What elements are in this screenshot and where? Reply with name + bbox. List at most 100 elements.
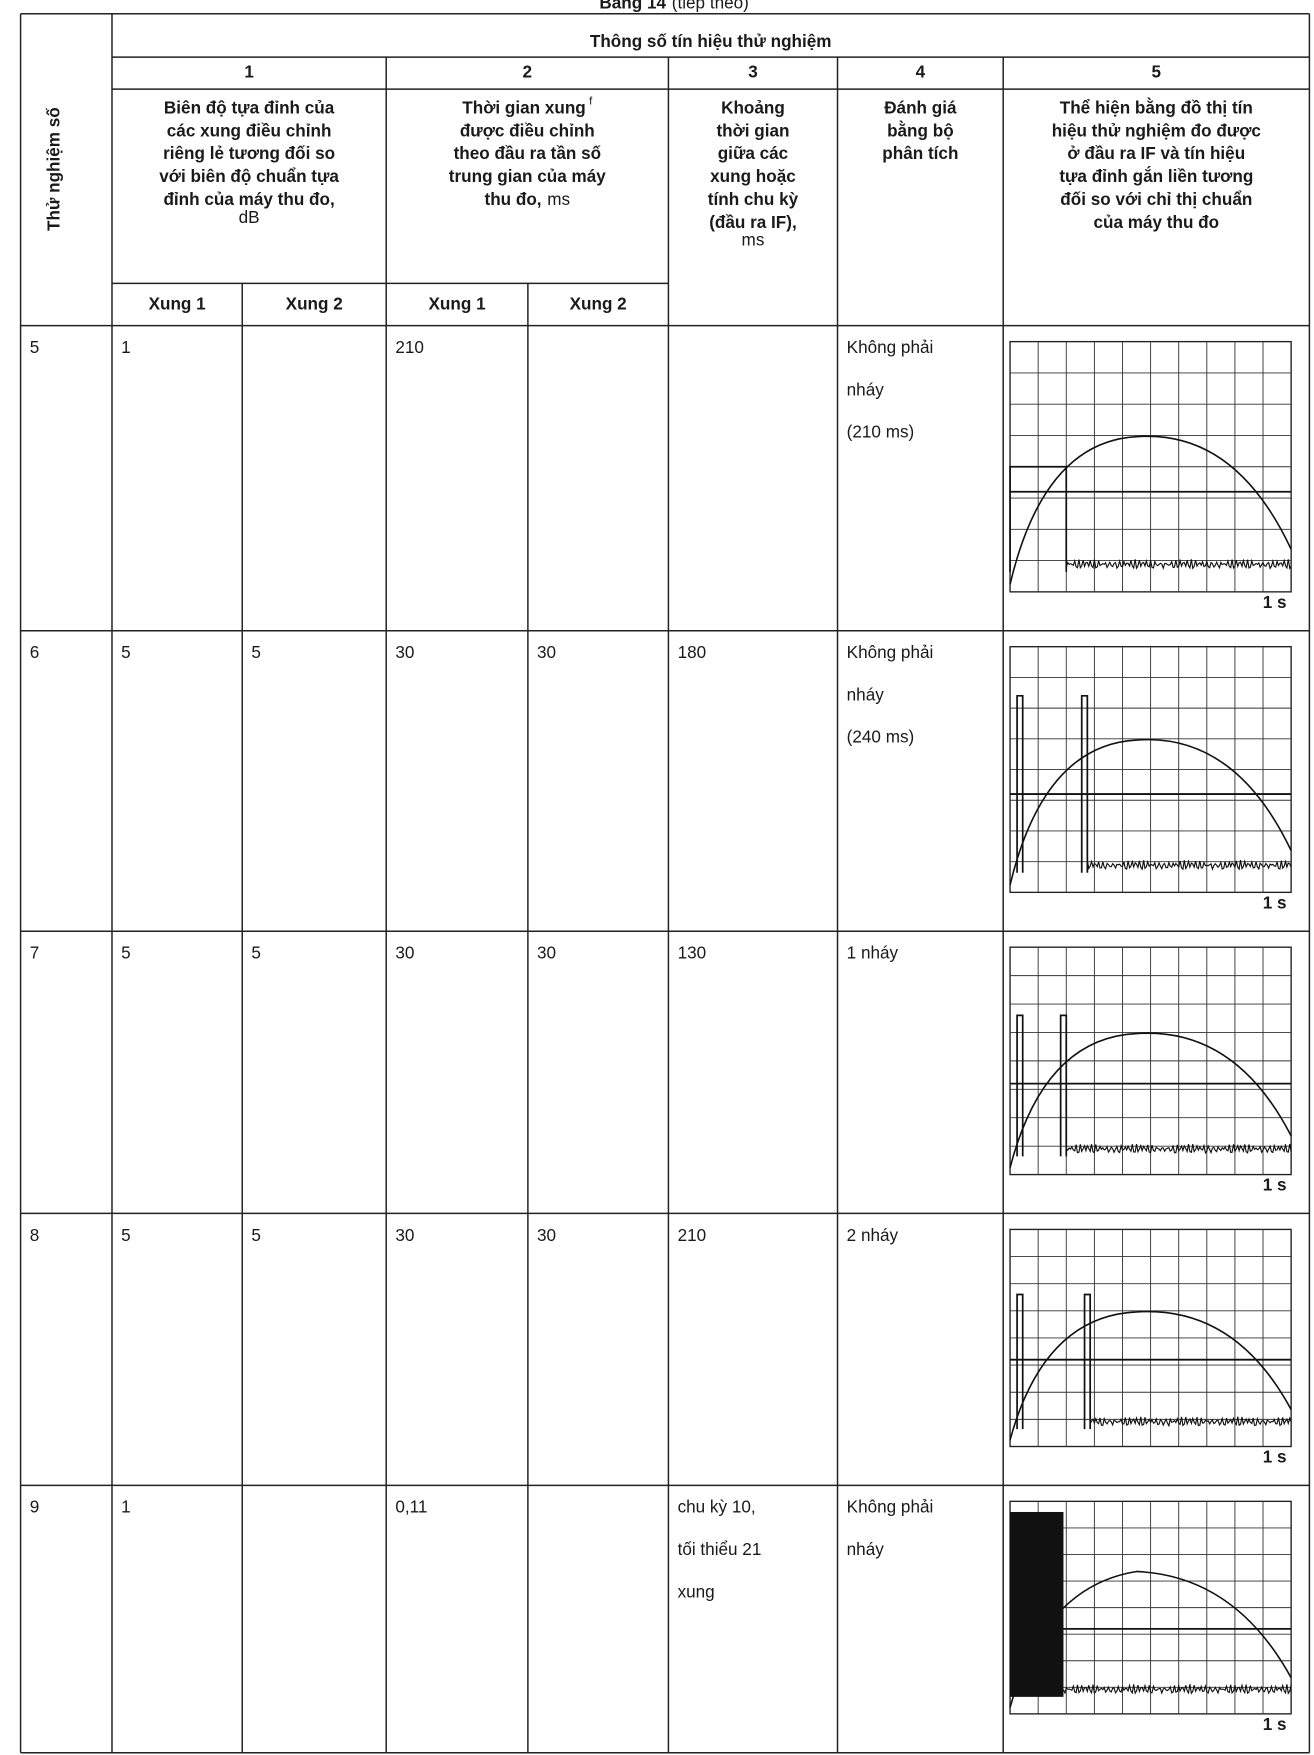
description-text: ở đầu ra IF và tín hiệu (1067, 143, 1245, 163)
description-text: Thể hiện bằng đồ thị tín (1060, 97, 1253, 117)
description-text: tựa đỉnh gắn liền tương (1059, 166, 1253, 186)
cell-text: (240 ms) (847, 727, 915, 747)
document: Bảng 14 (tiếp theo) Thử nghiệm số Thông số … (0, 0, 1314, 1755)
group-header: Thông số tín hiệu thử nghiệm (590, 31, 832, 51)
cell-text: 30 (537, 642, 556, 662)
description-text: thời gian (716, 120, 789, 140)
cell-text: 5 (251, 943, 261, 963)
description-line: tính chu kỳ (708, 188, 799, 208)
column-header: Thử nghiệm số (43, 107, 63, 231)
cell-text: Không phải (847, 337, 934, 357)
description-text: bằng bộ (887, 120, 954, 140)
cell-text: 1 (121, 337, 131, 357)
column-number: 3 (748, 62, 758, 82)
description-line: Khoảng (721, 97, 785, 117)
cell-text: Không phải (847, 1497, 934, 1517)
description-text: hiệu thử nghiệm đo được (1052, 120, 1262, 140)
cell-text: 5 (121, 943, 131, 963)
description-line: hiệu thử nghiệm đo được (1052, 120, 1262, 140)
unit: ms (547, 188, 570, 208)
description-line: trung gian của máy (449, 166, 606, 186)
title-bold: Bảng 14 (599, 0, 666, 12)
graph-label: 1 s (1263, 1446, 1287, 1466)
description-line: của máy thu đo (1094, 211, 1220, 231)
sub-header: Xung 1 (429, 294, 487, 314)
cell-text: 9 (30, 1497, 40, 1517)
description-line: đối so với chỉ thị chuẩn (1060, 188, 1252, 208)
description-line: Thời gian xungf (462, 96, 593, 117)
cell-text: 6 (30, 642, 40, 662)
cell-text: 210 (678, 1225, 707, 1245)
description-line: với biên độ chuẩn tựa (159, 166, 339, 186)
description-text: riêng lẻ tương đối so (163, 143, 335, 163)
cell-text: 30 (395, 943, 414, 963)
cell-text: xung (678, 1581, 715, 1601)
description-text: Khoảng (721, 97, 785, 117)
unit: dB (239, 207, 260, 227)
description-line: Đánh giá (884, 97, 957, 117)
description-line: (đầu ra IF), (709, 211, 797, 231)
cell-text: 2 nháy (847, 1225, 899, 1245)
cell-text: 30 (537, 1225, 556, 1245)
description-text: giữa các (718, 143, 789, 163)
description-line: ở đầu ra IF và tín hiệu (1067, 143, 1245, 163)
description-text: đối so với chỉ thị chuẩn (1060, 188, 1252, 208)
description-text: các xung điều chỉnh (167, 120, 332, 140)
cell-text: 8 (30, 1225, 40, 1245)
description-text: tính chu kỳ (708, 188, 799, 208)
description-line: Thể hiện bằng đồ thị tín (1060, 97, 1253, 117)
description-text: đỉnh của máy thu đo, (163, 188, 334, 208)
cell-text: 5 (251, 642, 261, 662)
cell-text: 30 (395, 1225, 414, 1245)
description-text: phân tích (882, 143, 958, 163)
description-line: tựa đỉnh gắn liền tương (1059, 166, 1253, 186)
graph-label: 1 s (1263, 1714, 1287, 1734)
graph-label: 1 s (1263, 892, 1287, 912)
cell-text: 210 (395, 337, 424, 357)
column-number: 2 (523, 62, 533, 82)
description-text: xung hoặc (710, 166, 796, 186)
cell-text: 1 nháy (847, 943, 899, 963)
pulse-block (1010, 1512, 1063, 1697)
cell-text: tối thiểu 21 (678, 1539, 762, 1559)
cell-text: nháy (847, 684, 885, 704)
description-line: thu đo,ms (485, 188, 571, 208)
cell-text: chu kỳ 10, (678, 1497, 756, 1517)
cell-text: 5 (121, 1225, 131, 1245)
description-line: đỉnh của máy thu đo, (163, 188, 334, 208)
cell-text: 30 (395, 642, 414, 662)
description-line: giữa các (718, 143, 789, 163)
cell-text: 0,11 (395, 1497, 427, 1517)
graph-label: 1 s (1263, 592, 1287, 612)
description-text: Đánh giá (884, 97, 957, 117)
cell-text: nháy (847, 1539, 885, 1559)
column-number: 1 (244, 62, 254, 82)
description-text: Thời gian xung (462, 97, 585, 117)
cell-text: 180 (678, 642, 707, 662)
graph-label: 1 s (1263, 1175, 1287, 1195)
title-rest: (tiếp theo) (672, 0, 749, 12)
page (0, 0, 1314, 1755)
cell-text: 5 (251, 1225, 261, 1245)
description-text: với biên độ chuẩn tựa (159, 166, 339, 186)
description-line: bằng bộ (887, 120, 954, 140)
cell-text: 5 (30, 337, 40, 357)
description-text: (đầu ra IF), (709, 211, 797, 231)
cell-text: Không phải (847, 642, 934, 662)
cell-text: 130 (678, 943, 707, 963)
cell-text: (210 ms) (847, 422, 915, 442)
description-line: xung hoặc (710, 166, 796, 186)
column-number: 4 (916, 62, 926, 82)
cell-text: 30 (537, 943, 556, 963)
cell-text: 7 (30, 943, 40, 963)
description-text: của máy thu đo (1094, 211, 1220, 231)
description-text: được điều chỉnh (460, 120, 595, 140)
description-line: riêng lẻ tương đối so (163, 143, 335, 163)
description-line: các xung điều chỉnh (167, 120, 332, 140)
description-text: theo đầu ra tần số (454, 143, 602, 163)
description-line: thời gian (716, 120, 789, 140)
cell-text: 1 (121, 1497, 131, 1517)
column-number: 5 (1152, 62, 1162, 82)
description-line: theo đầu ra tần số (454, 143, 602, 163)
title: Bảng 14 (tiếp theo) (599, 0, 748, 12)
